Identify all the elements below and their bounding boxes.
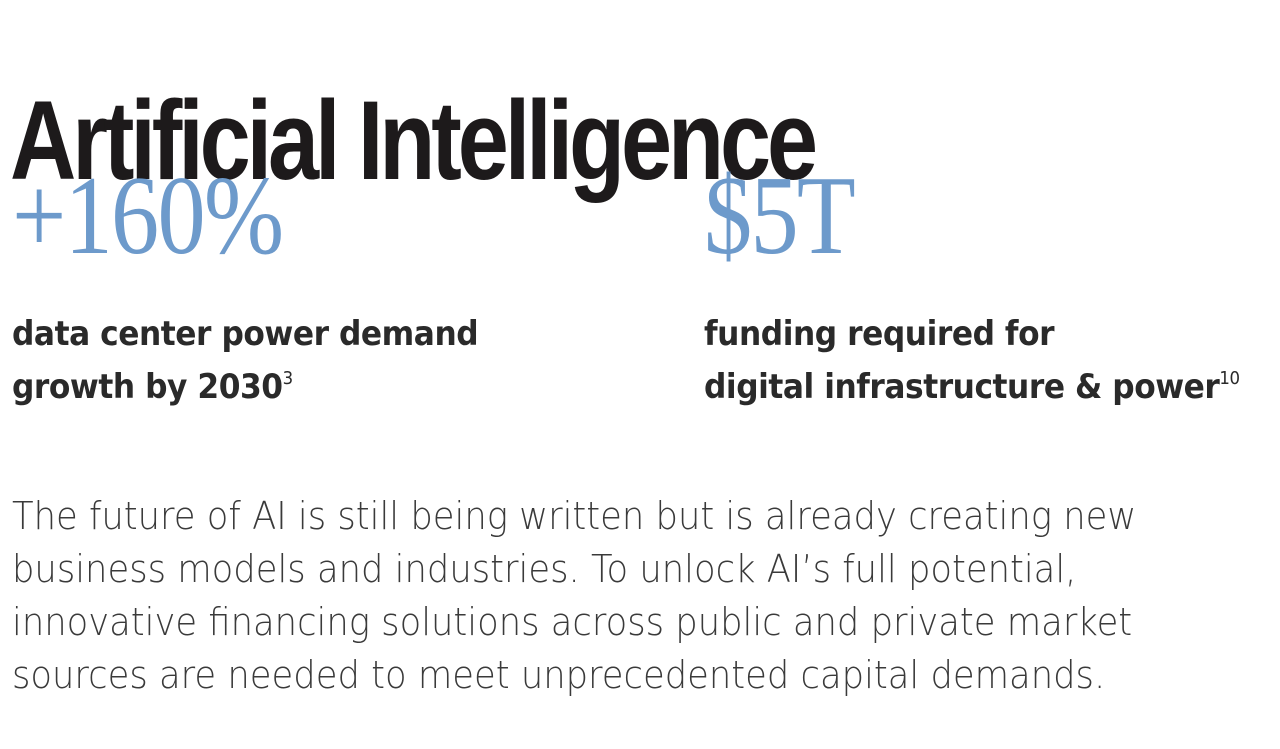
stat-label-line: digital infrastructure & power10: [704, 361, 1240, 414]
stat-label-line: data center power demand: [12, 314, 479, 354]
stat-value: +160%: [12, 154, 284, 278]
stat-label-line: growth by 20303: [12, 361, 478, 414]
stat-label-text: digital infrastructure & power: [704, 367, 1220, 407]
stat-value: $5T: [704, 154, 856, 278]
stat-label-line: funding required for: [704, 314, 1055, 354]
body-line: sources are needed to meet unprecedented…: [12, 653, 1106, 697]
footnote-ref: 3: [282, 368, 294, 389]
body-paragraph: The future of AI is still being written …: [12, 490, 1184, 702]
body-line: innovative financing solutions across pu…: [12, 600, 1133, 644]
stat-label-text: growth by 2030: [12, 367, 283, 407]
stat-label: data center power demand growth by 20303: [12, 308, 479, 414]
page-title: Artificial Intelligence: [10, 78, 818, 204]
stat-power-demand: +160% data center power demand growth by…: [12, 160, 519, 414]
stat-funding-required: $5T funding required for digital infrast…: [704, 160, 1280, 414]
body-line: business models and industries. To unloc…: [12, 547, 1077, 591]
body-line: The future of AI is still being written …: [12, 494, 1137, 538]
stat-label: funding required for digital infrastruct…: [704, 308, 1240, 414]
footnote-ref: 10: [1219, 368, 1240, 389]
